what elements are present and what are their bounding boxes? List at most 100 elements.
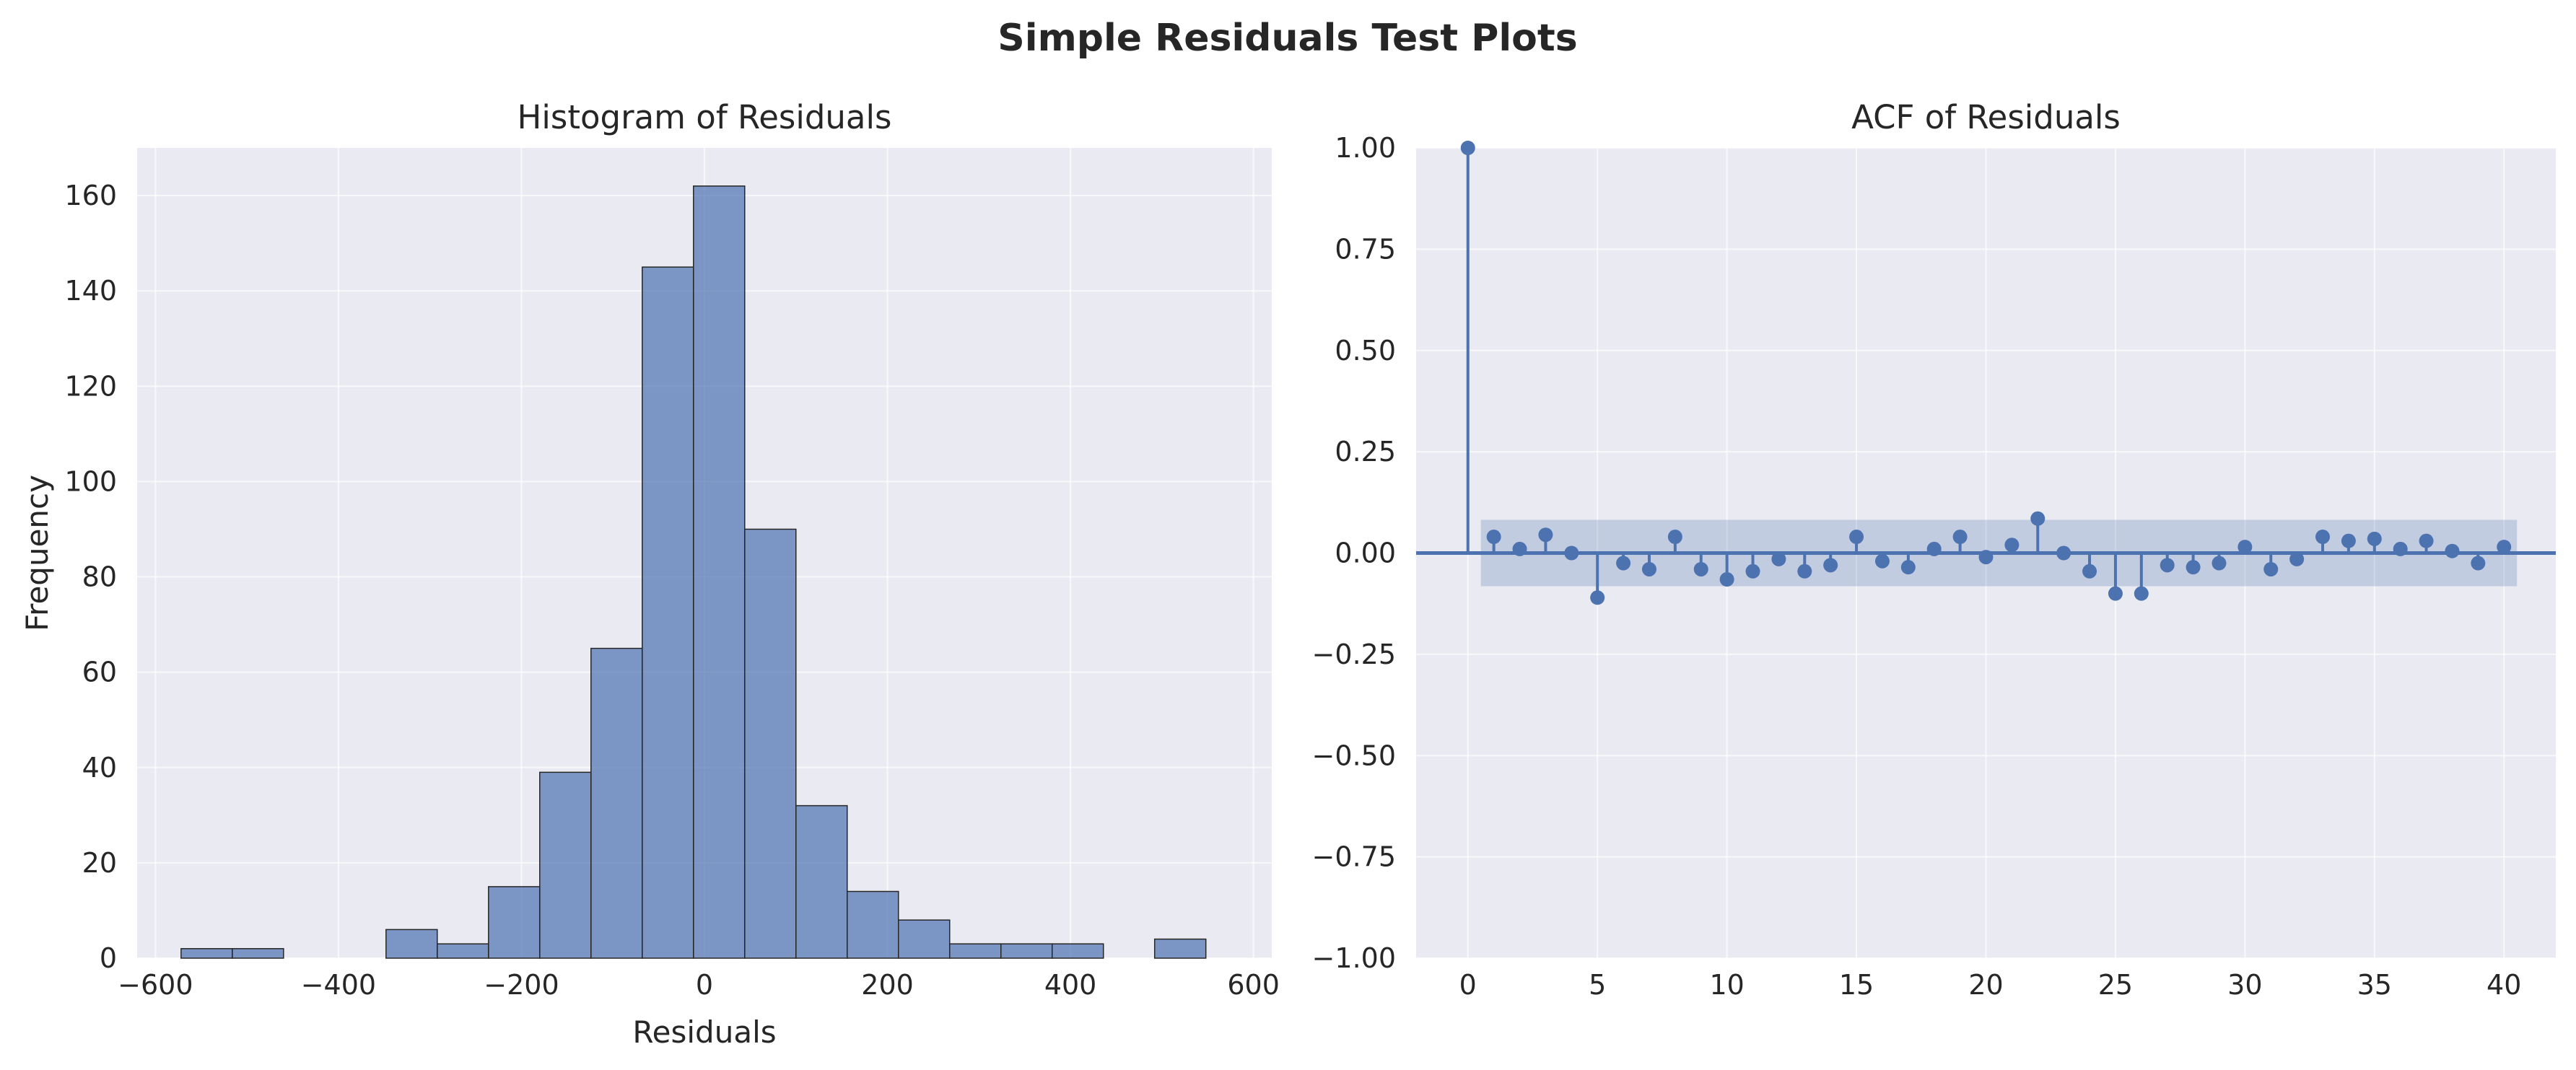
acf-point xyxy=(2160,558,2175,573)
acf-x-tick-label: 25 xyxy=(2098,969,2133,1001)
histogram-y-tick-label: 100 xyxy=(64,465,117,497)
figure-title: Simple Residuals Test Plots xyxy=(997,17,1577,60)
acf-point xyxy=(2108,586,2123,601)
histogram-x-tick-label: 600 xyxy=(1227,969,1280,1001)
acf-x-tick-label: 40 xyxy=(2487,969,2521,1001)
acf-point xyxy=(1590,590,1605,605)
histogram-x-tick-label: −600 xyxy=(118,969,193,1001)
histogram-y-tick-label: 20 xyxy=(82,847,117,879)
acf-point xyxy=(2393,541,2408,556)
acf-y-tick-label: 0.25 xyxy=(1335,436,1396,468)
histogram-bar xyxy=(795,804,848,959)
acf-x-tick-label: 15 xyxy=(1839,969,1874,1001)
acf-point xyxy=(2004,538,2020,553)
histogram-bar xyxy=(232,948,284,959)
acf-point xyxy=(1512,541,1527,556)
histogram-bar xyxy=(539,771,592,959)
acf-y-tick-label: 0.75 xyxy=(1335,233,1396,265)
acf-point xyxy=(2315,530,2331,545)
acf-point xyxy=(1952,530,1968,545)
histogram-bar xyxy=(1153,938,1207,959)
acf-point xyxy=(1900,560,1916,575)
acf-point xyxy=(1719,571,1734,587)
acf-y-tick-label: −1.00 xyxy=(1312,942,1396,974)
acf-x-tick-label: 10 xyxy=(1709,969,1744,1001)
acf-point xyxy=(2367,531,2382,546)
acf-point xyxy=(2341,533,2356,548)
histogram-bar xyxy=(949,943,1002,959)
histogram-panel: −600 −400 −200 0 200 400 600 0 20 40 60 80 100 120 14… xyxy=(19,98,1280,1050)
acf-y-tick-label: 0.50 xyxy=(1335,335,1396,367)
acf-point xyxy=(2056,545,2071,561)
histogram-y-tick-label: 0 xyxy=(100,942,117,974)
histogram-bar xyxy=(488,886,541,959)
acf-point xyxy=(1926,541,1942,556)
acf-point xyxy=(1616,556,1631,571)
acf-x-tick-label: 5 xyxy=(1589,969,1606,1001)
acf-point xyxy=(1849,530,1864,545)
histogram-bar xyxy=(180,948,233,959)
acf-point xyxy=(2186,560,2201,575)
acf-x-tick-label: 35 xyxy=(2357,969,2392,1001)
histogram-bar xyxy=(590,647,643,959)
histogram-y-tick-label: 80 xyxy=(82,561,117,593)
acf-y-tick-label: −0.75 xyxy=(1312,841,1396,873)
acf-point xyxy=(1797,563,1812,579)
acf-y-tick-label: 1.00 xyxy=(1335,132,1396,164)
histogram-bar xyxy=(1051,943,1104,959)
histogram-x-tick-label: 200 xyxy=(861,969,914,1001)
histogram-bar xyxy=(642,266,694,959)
acf-point xyxy=(2237,540,2253,555)
acf-x-tick-label: 20 xyxy=(1968,969,2003,1001)
histogram-x-tick-label: −200 xyxy=(484,969,559,1001)
acf-title: ACF of Residuals xyxy=(1851,98,2121,136)
acf-point xyxy=(2471,556,2486,571)
histogram-y-tick-label: 140 xyxy=(64,275,117,307)
acf-point xyxy=(1874,553,1890,569)
histogram-x-tick-label: −400 xyxy=(301,969,376,1001)
acf-point xyxy=(2082,563,2097,579)
acf-point xyxy=(2445,543,2460,558)
histogram-title: Histogram of Residuals xyxy=(518,98,892,136)
acf-point xyxy=(2263,561,2279,576)
acf-point xyxy=(2497,540,2512,555)
acf-point xyxy=(1978,550,1994,565)
acf-point xyxy=(1771,551,1786,566)
histogram-bar xyxy=(1000,943,1053,959)
histogram-x-tick-label: 400 xyxy=(1044,969,1097,1001)
acf-y-tick-label: 0.00 xyxy=(1335,538,1396,569)
acf-y-tick-label: −0.25 xyxy=(1312,639,1396,670)
acf-point xyxy=(1538,527,1553,543)
acf-point xyxy=(2212,556,2227,571)
histogram-y-tick-label: 40 xyxy=(82,752,117,784)
histogram-bar xyxy=(744,528,797,959)
acf-panel: 0 5 10 15 20 25 30 35 40 1.00 0.75 0.50 0.25 0.00 −0.… xyxy=(1312,98,2556,1001)
acf-point xyxy=(1460,141,1475,155)
acf-x-tick-label: 30 xyxy=(2227,969,2262,1001)
acf-point xyxy=(1564,545,1579,561)
acf-point xyxy=(2134,586,2149,601)
histogram-bar xyxy=(437,943,489,959)
histogram-y-axis-label: Frequency xyxy=(19,475,55,631)
acf-point xyxy=(1667,530,1682,545)
acf-point xyxy=(1745,563,1760,579)
histogram-x-axis-label: Residuals xyxy=(632,1014,776,1050)
acf-point xyxy=(1486,530,1501,545)
acf-point xyxy=(2289,551,2305,566)
acf-point xyxy=(1693,561,1708,576)
acf-y-tick-label: −0.50 xyxy=(1312,740,1396,771)
histogram-bar xyxy=(898,919,951,959)
histogram-y-tick-label: 160 xyxy=(64,180,117,211)
histogram-bar xyxy=(693,185,746,959)
acf-x-tick-label: 0 xyxy=(1459,969,1477,1001)
acf-point xyxy=(1641,561,1656,576)
histogram-bar xyxy=(385,929,438,959)
histogram-bar xyxy=(847,890,899,959)
histogram-y-tick-label: 60 xyxy=(82,657,117,688)
acf-point xyxy=(2419,533,2434,548)
acf-point xyxy=(1823,558,1838,573)
histogram-y-tick-label: 120 xyxy=(64,370,117,402)
acf-point xyxy=(2030,511,2045,526)
histogram-x-tick-label: 0 xyxy=(696,969,713,1001)
